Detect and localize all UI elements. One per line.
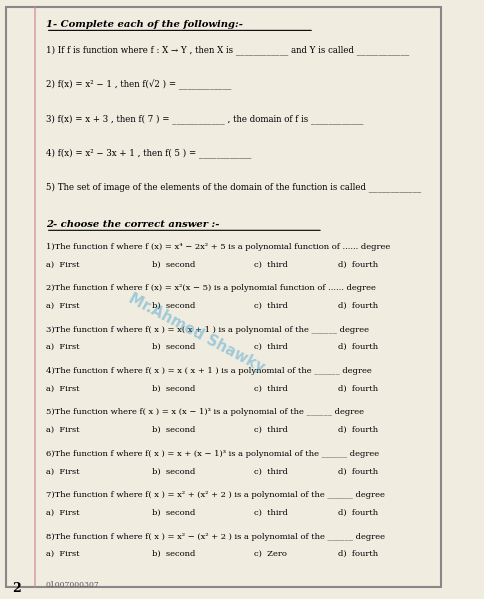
Text: d)  fourth: d) fourth — [338, 385, 378, 393]
Text: b)  second: b) second — [152, 550, 196, 558]
Text: c)  third: c) third — [254, 509, 288, 517]
Text: c)  third: c) third — [254, 467, 288, 476]
Text: 1) If f is function where f : X → Y , then X is ____________ and Y is called ___: 1) If f is function where f : X → Y , th… — [46, 45, 409, 55]
Text: d)  fourth: d) fourth — [338, 302, 378, 310]
Text: c)  Zero: c) Zero — [254, 550, 287, 558]
Text: 8)The function f where f( x ) = x² − (x² + 2 ) is a polynomial of the ______ deg: 8)The function f where f( x ) = x² − (x²… — [46, 533, 385, 540]
Text: 01007000307: 01007000307 — [46, 581, 100, 589]
Text: 4) f(x) = x² − 3x + 1 , then f( 5 ) = ____________: 4) f(x) = x² − 3x + 1 , then f( 5 ) = __… — [46, 148, 251, 158]
Text: 2)The function f where f (x) = x²(x − 5) is a polynomial function of ...... degr: 2)The function f where f (x) = x²(x − 5)… — [46, 284, 376, 292]
Text: d)  fourth: d) fourth — [338, 509, 378, 517]
Text: a)  First: a) First — [46, 261, 79, 268]
Text: 2: 2 — [13, 582, 21, 595]
Text: 4)The function f where f( x ) = x ( x + 1 ) is a polynomial of the ______ degree: 4)The function f where f( x ) = x ( x + … — [46, 367, 372, 375]
Text: b)  second: b) second — [152, 467, 196, 476]
Text: a)  First: a) First — [46, 550, 79, 558]
Text: 2- choose the correct answer :-: 2- choose the correct answer :- — [46, 220, 219, 229]
Text: 1)The function f where f (x) = x⁴ − 2x² + 5 is a polynomial function of ...... d: 1)The function f where f (x) = x⁴ − 2x² … — [46, 243, 390, 251]
Text: c)  third: c) third — [254, 261, 288, 268]
Text: 5) The set of image of the elements of the domain of the function is called ____: 5) The set of image of the elements of t… — [46, 182, 421, 192]
Text: d)  fourth: d) fourth — [338, 550, 378, 558]
Text: Mr.Ahmed Shawky: Mr.Ahmed Shawky — [126, 291, 267, 375]
Text: d)  fourth: d) fourth — [338, 343, 378, 351]
Text: c)  third: c) third — [254, 426, 288, 434]
Text: c)  third: c) third — [254, 343, 288, 351]
Text: a)  First: a) First — [46, 343, 79, 351]
Text: a)  First: a) First — [46, 385, 79, 393]
Text: d)  fourth: d) fourth — [338, 467, 378, 476]
Text: c)  third: c) third — [254, 302, 288, 310]
Text: a)  First: a) First — [46, 509, 79, 517]
Text: b)  second: b) second — [152, 426, 196, 434]
Text: d)  fourth: d) fourth — [338, 261, 378, 268]
Text: a)  First: a) First — [46, 426, 79, 434]
FancyBboxPatch shape — [6, 7, 440, 587]
Text: 1- Complete each of the following:-: 1- Complete each of the following:- — [46, 20, 242, 29]
Text: d)  fourth: d) fourth — [338, 426, 378, 434]
Text: 5)The function where f( x ) = x (x − 1)³ is a polynomial of the ______ degree: 5)The function where f( x ) = x (x − 1)³… — [46, 409, 364, 416]
Text: 2) f(x) = x² − 1 , then f(√2 ) = ____________: 2) f(x) = x² − 1 , then f(√2 ) = _______… — [46, 80, 231, 90]
Text: b)  second: b) second — [152, 509, 196, 517]
Text: b)  second: b) second — [152, 261, 196, 268]
Text: a)  First: a) First — [46, 467, 79, 476]
Text: 6)The function f where f( x ) = x + (x − 1)³ is a polynomial of the ______ degre: 6)The function f where f( x ) = x + (x −… — [46, 450, 379, 458]
Text: 3) f(x) = x + 3 , then f( 7 ) = ____________ , the domain of f is ____________: 3) f(x) = x + 3 , then f( 7 ) = ________… — [46, 114, 363, 123]
Text: a)  First: a) First — [46, 302, 79, 310]
Text: 7)The function f where f( x ) = x² + (x² + 2 ) is a polynomial of the ______ deg: 7)The function f where f( x ) = x² + (x²… — [46, 491, 385, 499]
Text: 3)The function f where f( x ) = x( x + 1 ) is a polynomial of the ______ degree: 3)The function f where f( x ) = x( x + 1… — [46, 325, 369, 334]
Text: c)  third: c) third — [254, 385, 288, 393]
Text: b)  second: b) second — [152, 343, 196, 351]
Text: b)  second: b) second — [152, 385, 196, 393]
Text: b)  second: b) second — [152, 302, 196, 310]
